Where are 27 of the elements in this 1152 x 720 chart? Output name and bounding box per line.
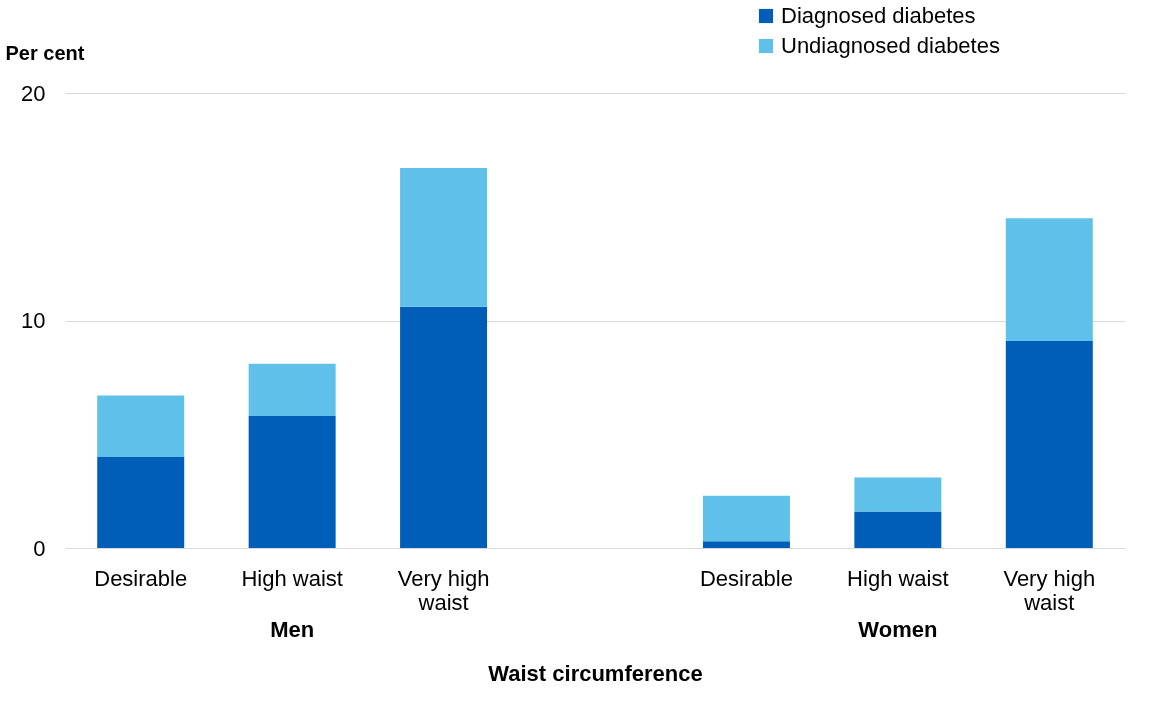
legend-label: Undiagnosed diabetes [781, 33, 1000, 58]
x-tick-label: Very high waist [1003, 565, 1096, 615]
bar [854, 477, 942, 512]
bar [854, 511, 942, 548]
bar [1005, 218, 1093, 341]
bar [248, 363, 336, 417]
text: Men [270, 617, 315, 642]
bar [400, 168, 488, 307]
x-tick-label: High waist [241, 565, 343, 591]
bar [1005, 340, 1093, 548]
bar [248, 416, 336, 548]
bar [702, 541, 790, 548]
x-tick-label: High waist [847, 565, 949, 591]
y-tick-label: 0 [33, 535, 46, 561]
x-tick-label: Desirable [699, 565, 793, 591]
y-axis-title: Per cent [5, 41, 85, 64]
x-tick-label: Desirable [94, 565, 188, 591]
bar [97, 395, 185, 457]
bar [702, 495, 790, 542]
text: Women [858, 617, 938, 642]
y-tick-label: 20 [21, 80, 46, 106]
bar [97, 457, 185, 548]
legend-label: Diagnosed diabetes [781, 3, 976, 28]
y-tick-label: 10 [21, 308, 46, 333]
x-axis-title: Waist circumference [488, 660, 703, 686]
x-tick-label: Very high waist [397, 565, 490, 615]
bar [400, 306, 488, 548]
